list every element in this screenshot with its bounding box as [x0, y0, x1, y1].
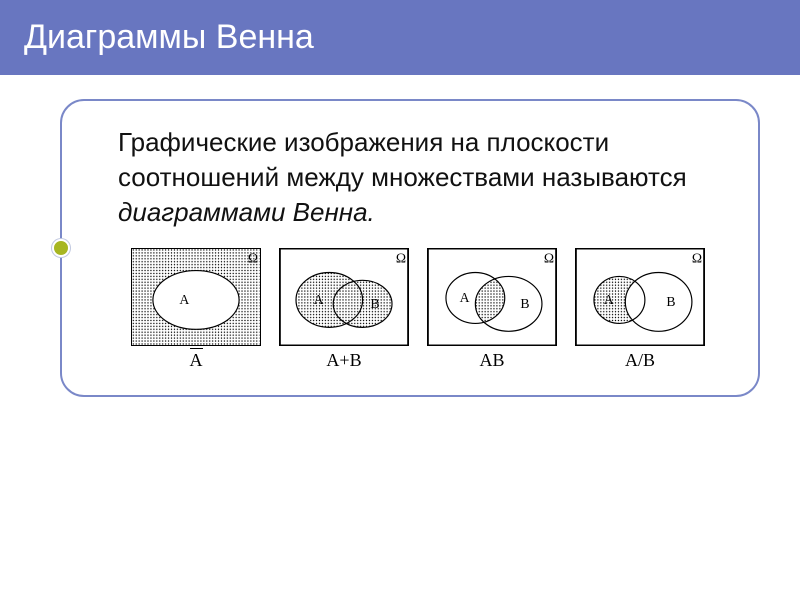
- content-box: Графические изображения на плоскости соо…: [60, 99, 760, 397]
- venn-a-plus-b: A B Ω A+B: [279, 248, 409, 371]
- venn-ab: A B Ω AB: [427, 248, 557, 371]
- label-omega: Ω: [544, 251, 554, 266]
- label-a: A: [604, 292, 614, 307]
- label-b: B: [666, 294, 675, 309]
- label-b: B: [520, 296, 529, 311]
- label-omega: Ω: [692, 251, 702, 266]
- title-bar: Диаграммы Венна: [0, 0, 800, 75]
- label-omega: Ω: [396, 251, 406, 266]
- venn-a-div-b-svg: A B Ω: [575, 248, 705, 346]
- diagrams-row: A Ω A: [118, 248, 718, 371]
- page-title: Диаграммы Венна: [24, 18, 314, 56]
- venn-a-plus-b-svg: A B Ω: [279, 248, 409, 346]
- venn-not-a-svg: A Ω: [131, 248, 261, 346]
- label-a: A: [179, 292, 189, 307]
- body-text: Графические изображения на плоскости соо…: [118, 125, 718, 230]
- venn-a-div-b-caption: A/B: [575, 350, 705, 371]
- venn-ab-svg: A B Ω: [427, 248, 557, 346]
- body-text-plain: Графические изображения на плоскости соо…: [118, 127, 687, 192]
- label-b: B: [370, 296, 379, 311]
- label-omega: Ω: [248, 251, 258, 266]
- venn-a-div-b: A B Ω A/B: [575, 248, 705, 371]
- venn-a-plus-b-caption: A+B: [279, 350, 409, 371]
- venn-ab-caption: AB: [427, 350, 557, 371]
- venn-not-a: A Ω A: [131, 248, 261, 371]
- venn-not-a-caption: A: [131, 350, 261, 371]
- label-a: A: [314, 292, 324, 307]
- body-text-italic: диаграммами Венна.: [118, 197, 375, 227]
- label-a: A: [460, 290, 470, 305]
- bullet-dot: [52, 239, 70, 257]
